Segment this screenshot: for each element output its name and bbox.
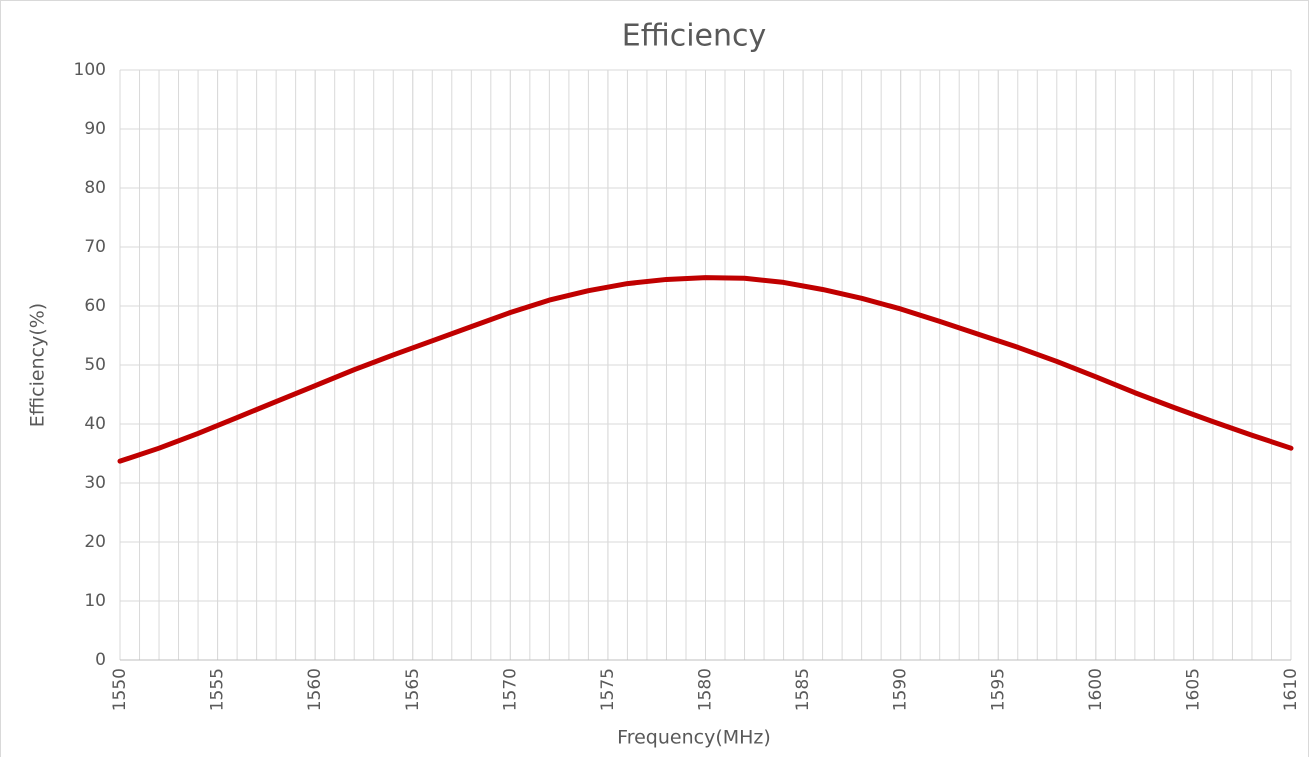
x-tick-label: 1575 bbox=[598, 668, 618, 711]
chart-title: Efficiency bbox=[622, 19, 767, 54]
y-tick-label: 70 bbox=[84, 237, 106, 257]
x-tick-label: 1585 bbox=[793, 668, 813, 711]
x-tick-label: 1560 bbox=[305, 668, 325, 711]
x-tick-label: 1555 bbox=[208, 668, 228, 711]
x-tick-label: 1610 bbox=[1281, 668, 1301, 711]
x-tick-label: 1600 bbox=[1086, 668, 1106, 711]
y-tick-label: 60 bbox=[84, 296, 106, 316]
y-axis-label: Efficiency(%) bbox=[27, 303, 49, 427]
x-tick-label: 1550 bbox=[110, 668, 130, 711]
x-axis-label: Frequency(MHz) bbox=[617, 727, 771, 749]
x-tick-label: 1590 bbox=[891, 668, 911, 711]
y-tick-label: 50 bbox=[84, 355, 106, 375]
y-tick-label: 100 bbox=[74, 60, 106, 80]
x-tick-label: 1580 bbox=[696, 668, 716, 711]
y-tick-label: 90 bbox=[84, 119, 106, 139]
y-tick-label: 40 bbox=[84, 414, 106, 434]
y-tick-label: 20 bbox=[84, 532, 106, 552]
line-series bbox=[117, 275, 1294, 464]
y-tick-label: 30 bbox=[84, 473, 106, 493]
y-tick-label: 0 bbox=[95, 650, 106, 670]
x-tick-label: 1570 bbox=[500, 668, 520, 711]
x-tick-label: 1605 bbox=[1183, 668, 1203, 711]
x-tick-label: 1595 bbox=[988, 668, 1008, 711]
y-tick-label: 10 bbox=[84, 591, 106, 611]
x-tick-label: 1565 bbox=[403, 668, 423, 711]
y-tick-label: 80 bbox=[84, 178, 106, 198]
